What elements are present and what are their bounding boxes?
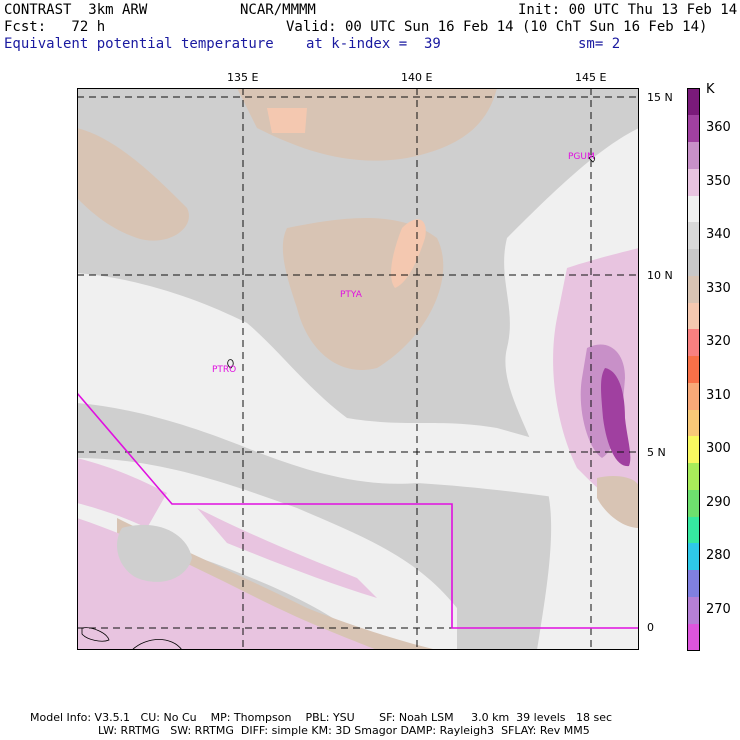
colorbar-swatch [687,88,699,116]
colorbar-swatch [687,328,699,357]
colorbar-swatch [687,489,699,517]
purple-core [601,368,631,467]
lon-label-135: 135 E [227,71,259,84]
colorbar-tick-label: 330 [706,280,731,296]
lat-label-5n: 5 N [647,446,666,459]
model-title: CONTRAST 3km ARW [4,2,148,18]
footer-model-info: Model Info: V3.5.1 CU: No Cu MP: Thompso… [30,711,613,724]
island-outline-guam [588,155,596,163]
smoothing-label: sm= 2 [578,36,621,52]
lavender-band-3 [197,508,377,598]
colorbar [687,88,700,651]
colorbar-swatch [687,141,699,169]
colorbar-swatch [687,168,699,196]
map-frame [77,88,639,650]
tan-patch-se [597,476,639,528]
tan-patch-nw [77,128,189,241]
colorbar-swatch [687,275,699,303]
colorbar-tick-label: 360 [706,120,731,136]
colorbar-swatch [687,596,699,624]
colorbar-swatch [687,516,699,544]
colorbar-swatch [687,114,699,142]
level-label: at k-index = 39 [306,36,441,52]
colorbar-tick-label: 310 [706,387,731,403]
lavender-band-1 [77,458,167,528]
init-time: Init: 00 UTC Thu 13 Feb 14 [518,2,738,18]
colorbar-swatch [687,462,699,490]
colorbar-swatch [687,302,699,330]
colorbar-swatch [687,355,699,383]
colorbar-swatch [687,221,699,250]
peach-patch-north [267,108,307,133]
lon-label-145: 145 E [575,71,607,84]
field-name: Equivalent potential temperature [4,36,274,52]
colorbar-swatch [687,542,699,571]
tan-patch-north [237,88,497,161]
lat-label-15n: 15 N [647,91,673,104]
lat-label-0: 0 [647,621,654,634]
station-ptya: PTYA [340,290,362,300]
org-label: NCAR/MMMM [240,2,316,18]
island-outline-sw [81,627,110,642]
colorbar-unit: K [706,82,715,97]
colorbar-tick-label: 300 [706,441,731,457]
valid-time: Valid: 00 UTC Sun 16 Feb 14 (10 ChT Sun … [286,19,708,35]
white-band [77,273,639,508]
colorbar-swatch [687,435,699,464]
colorbar-tick-label: 290 [706,494,731,510]
footer-physics-info: LW: RRTMG SW: RRTMG DIFF: simple KM: 3D … [98,724,590,737]
lon-label-140: 140 E [401,71,433,84]
station-ptro: PTRO [212,365,237,375]
colorbar-swatch [687,382,699,410]
island-outline-ptro [227,359,234,369]
colorbar-swatch [687,623,699,651]
coast-outline-south [131,639,183,650]
lat-label-10n: 10 N [647,269,673,282]
colorbar-frame [687,88,700,651]
colorbar-swatch [687,248,699,276]
boundary-line [77,392,639,629]
station-pgum: PGUM [568,152,595,162]
colorbar-tick-label: 280 [706,548,731,564]
colorbar-tick-label: 270 [706,601,731,617]
colorbar-tick-label: 350 [706,173,731,189]
colorbar-swatch [687,195,699,223]
colorbar-swatch [687,409,699,437]
gray-lump-sw [117,524,192,582]
colorbar-tick-label: 320 [706,334,731,350]
theta-e-map [77,88,639,650]
colorbar-swatch [687,569,699,597]
colorbar-tick-label: 340 [706,227,731,243]
forecast-hour: Fcst: 72 h [4,19,106,35]
